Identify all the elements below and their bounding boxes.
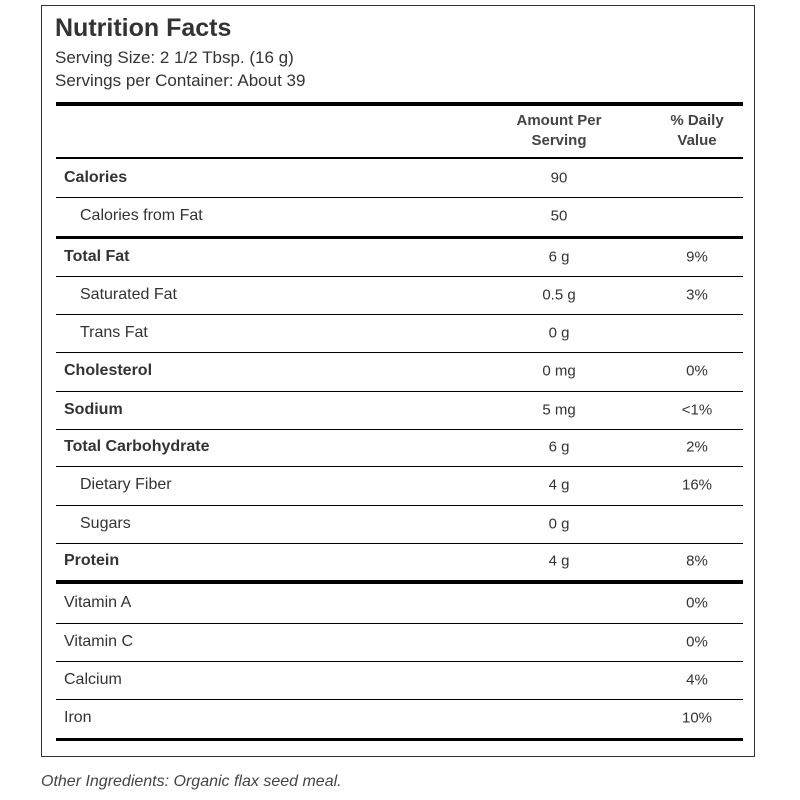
row-label: Calcium (64, 671, 122, 688)
rule (56, 197, 743, 198)
row-label: Saturated Fat (80, 286, 177, 303)
amount: 0 g (548, 324, 570, 342)
daily-value: <1% (681, 401, 713, 419)
daily-value: 2% (686, 438, 708, 456)
row-label: Trans Fat (80, 324, 148, 341)
row-label: Vitamin A (64, 594, 132, 611)
rule (56, 699, 743, 700)
footer-ingredients: Other Ingredients: Organic flax seed mea… (41, 773, 342, 790)
amount: 90 (550, 169, 568, 187)
amount: 0 g (548, 515, 570, 533)
rule (56, 352, 743, 353)
rule (56, 391, 743, 392)
row-label: Vitamin C (64, 633, 134, 650)
amount: 5 mg (542, 401, 576, 419)
rule (56, 623, 743, 624)
thick-rule (56, 102, 743, 106)
rule (56, 661, 743, 662)
column-header: % Daily Value (670, 112, 724, 149)
row-label: Sugars (80, 515, 131, 532)
rule (56, 505, 743, 506)
rule (56, 157, 743, 159)
row-label: Calories from Fat (80, 207, 203, 224)
column-header: Amount Per Serving (516, 112, 602, 149)
thick-rule (56, 580, 743, 584)
amount: 0 mg (542, 362, 576, 380)
rule (56, 466, 743, 467)
daily-value: 16% (681, 476, 713, 494)
daily-value: 0% (686, 594, 708, 612)
row-label: Total Fat (64, 248, 130, 265)
amount: 0.5 g (542, 286, 576, 304)
daily-value: 9% (686, 248, 708, 266)
row-label: Protein (64, 552, 120, 569)
daily-value: 0% (686, 362, 708, 380)
amount: 4 g (548, 476, 570, 494)
daily-value: 8% (686, 552, 708, 570)
rule (56, 314, 743, 315)
serving-size: Serving Size: 2 1/2 Tbsp. (16 g) (55, 48, 294, 67)
amount: 50 (550, 207, 568, 225)
amount: 6 g (548, 438, 570, 456)
row-label: Dietary Fiber (80, 476, 172, 493)
servings-per-container: Servings per Container: About 39 (55, 71, 306, 90)
row-label: Iron (64, 709, 92, 726)
daily-value: 0% (686, 633, 708, 651)
daily-value: 3% (686, 286, 708, 304)
amount: 6 g (548, 248, 570, 266)
row-label: Sodium (64, 401, 123, 418)
thick-rule (56, 236, 743, 239)
thick-rule (56, 738, 743, 741)
row-label: Total Carbohydrate (64, 438, 210, 455)
title: Nutrition Facts (55, 14, 232, 42)
nutrition-label: Nutrition Facts Serving Size: 2 1/2 Tbsp… (41, 5, 755, 757)
rule (56, 543, 743, 544)
row-label: Cholesterol (64, 362, 153, 379)
rule (56, 429, 743, 430)
amount: 4 g (548, 552, 570, 570)
daily-value: 10% (681, 709, 713, 727)
rule (56, 276, 743, 277)
row-label: Calories (64, 169, 128, 186)
daily-value: 4% (686, 671, 708, 689)
